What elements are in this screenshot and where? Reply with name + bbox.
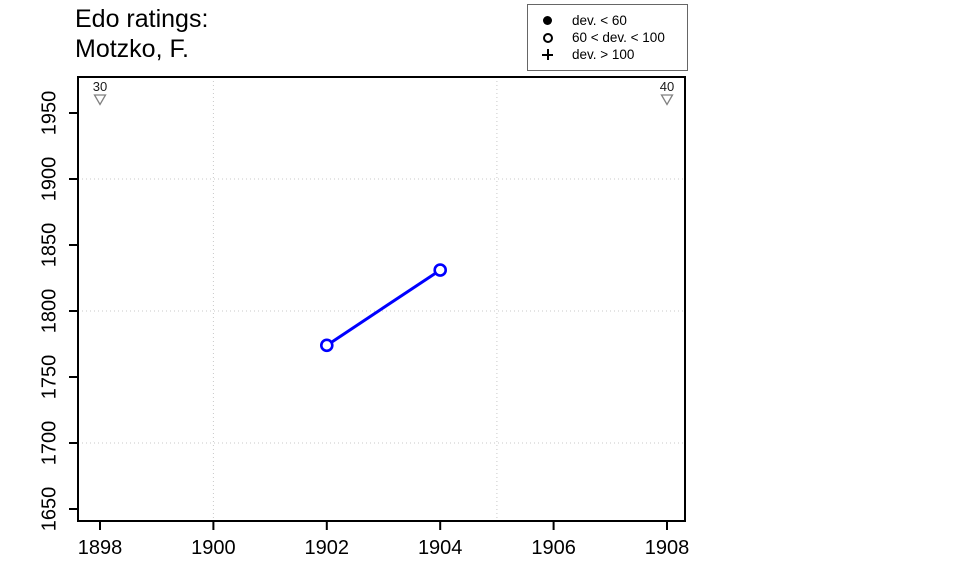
legend: dev. < 60 60 < dev. < 100 dev. > 100: [527, 4, 688, 71]
y-tick-label: 1750: [38, 354, 61, 400]
y-tick-label: 1950: [38, 90, 61, 136]
annotation-label: 30: [92, 79, 108, 94]
rating-line: [325, 268, 442, 347]
filled-circle-icon: [541, 14, 554, 27]
legend-entry-label: dev. > 100: [572, 47, 635, 62]
legend-entry: dev. < 60: [528, 12, 687, 29]
down-triangle-marker: [660, 94, 674, 106]
legend-entry: dev. > 100: [528, 46, 687, 63]
chart-title: Edo ratings: Motzko, F.: [75, 4, 208, 64]
x-tick-label: 1908: [644, 537, 690, 559]
x-tick-label: 1904: [417, 537, 463, 559]
x-tick-label: 1906: [531, 537, 576, 559]
data-point-open-circle: [433, 263, 448, 277]
y-tick-label: 1900: [38, 156, 61, 202]
chart-title-line1: Edo ratings:: [75, 5, 209, 33]
down-triangle-marker: [93, 94, 107, 106]
y-tick-label: 1850: [38, 222, 61, 268]
x-tick-label: 1902: [304, 537, 350, 559]
y-tick-label: 1700: [38, 420, 61, 466]
legend-entry: 60 < dev. < 100: [528, 29, 687, 46]
annotation-label: 40: [659, 79, 675, 94]
chart-title-line2: Motzko, F.: [75, 35, 189, 63]
legend-entry-label: dev. < 60: [572, 13, 627, 28]
x-tick-label: 1900: [191, 537, 236, 559]
plot-border: [77, 76, 686, 522]
y-tick-label: 1800: [38, 288, 61, 334]
data-point-open-circle: [319, 338, 334, 353]
open-circle-icon: [541, 31, 554, 44]
y-tick-label: 1650: [38, 486, 61, 532]
legend-entry-label: 60 < dev. < 100: [572, 30, 665, 45]
x-tick-label: 1898: [77, 537, 123, 559]
plus-icon: [541, 48, 554, 61]
